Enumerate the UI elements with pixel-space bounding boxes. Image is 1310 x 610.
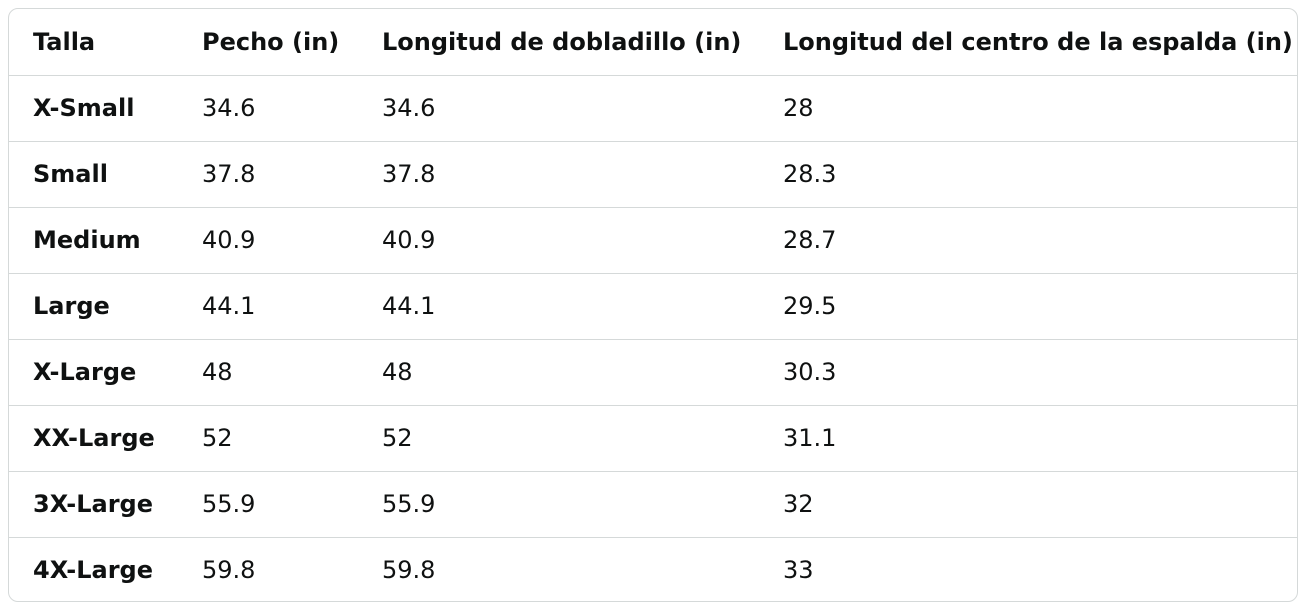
table-row: Large 44.1 44.1 29.5 [9, 273, 1297, 340]
table-row: XX-Large 52 52 31.1 [9, 405, 1297, 472]
table-row: 4X-Large 59.8 59.8 33 [9, 537, 1297, 601]
table-cell: 59.8 [202, 556, 256, 585]
table-cell: 40.9 [358, 207, 759, 274]
size-table-container: Talla Pecho (in) Longitud de dobladillo (i… [8, 8, 1298, 602]
table-row: Medium 40.9 40.9 28.7 [9, 207, 1297, 274]
table-cell: 33 [783, 556, 814, 585]
table-cell: 31.1 [759, 405, 1297, 472]
table-cell: 52 [358, 405, 759, 472]
table-cell: 55.9 [178, 471, 358, 538]
table-cell: Small [9, 141, 178, 208]
table-cell: 37.8 [358, 141, 759, 208]
table-cell: X-Large [9, 339, 178, 406]
table-cell: 32 [759, 471, 1297, 538]
table-cell: 30.3 [759, 339, 1297, 406]
table-row: X-Small 34.6 34.6 28 [9, 75, 1297, 142]
table-row: Small 37.8 37.8 28.3 [9, 141, 1297, 208]
table-row: X-Large 48 48 30.3 [9, 339, 1297, 406]
table-cell: 29.5 [759, 273, 1297, 340]
table-cell: X-Small [9, 75, 178, 142]
table-cell: 28 [759, 75, 1297, 142]
table-cell: Medium [9, 207, 178, 274]
table-cell: 52 [178, 405, 358, 472]
table-cell: 3X-Large [9, 471, 178, 538]
table-cell: 40.9 [178, 207, 358, 274]
table-cell: 44.1 [358, 273, 759, 340]
header-cell: Longitud de dobladillo (in) [358, 9, 759, 76]
table-cell: 59.8 [382, 556, 436, 585]
table-cell: 28.3 [759, 141, 1297, 208]
table-cell: 44.1 [178, 273, 358, 340]
header-cell: Pecho (in) [178, 9, 358, 76]
table-cell: 48 [358, 339, 759, 406]
table-cell: 48 [178, 339, 358, 406]
table-cell: 4X-Large [33, 556, 153, 585]
table-cell: 28.7 [759, 207, 1297, 274]
header-row: Talla Pecho (in) Longitud de dobladillo (i… [9, 9, 1297, 76]
table-cell: 37.8 [178, 141, 358, 208]
table-cell: 55.9 [358, 471, 759, 538]
table-cell: 34.6 [178, 75, 358, 142]
table-cell: XX-Large [9, 405, 178, 472]
table-row: 3X-Large 55.9 55.9 32 [9, 471, 1297, 538]
header-cell: Talla [9, 9, 178, 76]
table-cell: Large [9, 273, 178, 340]
header-cell: Longitud del centro de la espalda (in) [759, 9, 1297, 76]
size-table: Talla Pecho (in) Longitud de dobladillo (i… [9, 9, 1297, 601]
table-cell: 34.6 [358, 75, 759, 142]
